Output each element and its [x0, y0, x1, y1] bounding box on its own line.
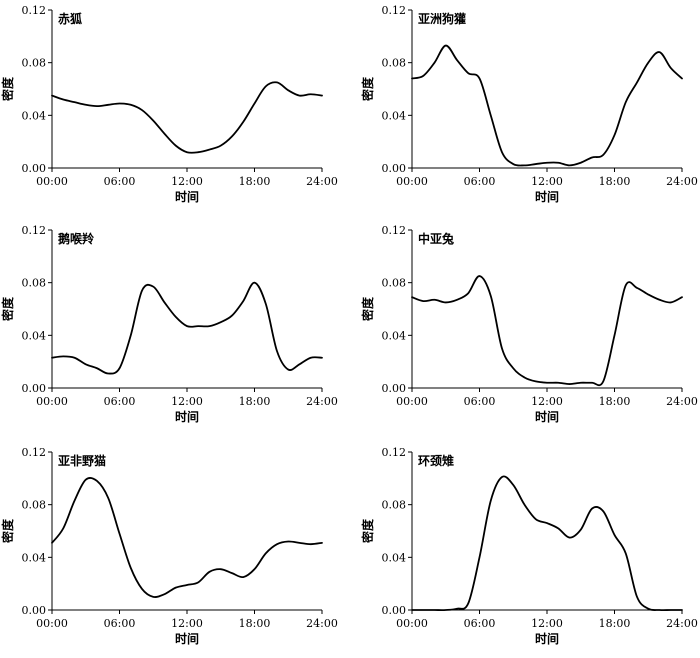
y-tick-label: 0.08	[382, 277, 407, 290]
y-tick-label: 0.12	[22, 446, 47, 459]
y-tick-label: 0.12	[382, 224, 407, 237]
x-axis-title: 时间	[175, 409, 199, 424]
x-tick-label: 06:00	[104, 175, 136, 188]
x-axis-title: 时间	[535, 189, 559, 204]
y-tick-label: 0.00	[382, 382, 407, 395]
x-tick-label: 00:00	[36, 617, 68, 630]
panel-title: 亚非野猫	[58, 453, 106, 468]
y-axis-title: 密度	[0, 518, 15, 543]
y-tick-label: 0.08	[22, 499, 47, 512]
y-tick-label: 0.04	[382, 551, 407, 564]
x-tick-label: 24:00	[306, 395, 338, 408]
chart-panel-2: 0.00 0.04 0.08 0.12 00:00 06:00 12:00 18:00 24:0…	[360, 4, 698, 204]
panel-title: 鹅喉羚	[58, 231, 95, 246]
density-line	[411, 44, 683, 167]
x-tick-label: 00:00	[396, 175, 428, 188]
x-axis-title: 时间	[175, 189, 199, 204]
x-tick-label: 12:00	[531, 175, 563, 188]
x-tick-label: 18:00	[599, 617, 631, 630]
chart-panel-1: 0.00 0.04 0.08 0.12 00:00 06:00 12:00 18:00 24:0…	[0, 4, 338, 204]
x-tick-label: 18:00	[239, 617, 271, 630]
density-line	[51, 81, 323, 154]
y-tick-label: 0.08	[22, 57, 47, 70]
x-tick-label: 12:00	[531, 395, 563, 408]
y-axis-title: 密度	[0, 296, 15, 321]
density-line	[51, 476, 323, 598]
y-tick-label: 0.12	[22, 4, 47, 17]
chart-panel-3: 0.00 0.04 0.08 0.12 00:00 06:00 12:00 18:00 24:0…	[0, 224, 338, 424]
y-tick-label: 0.12	[22, 224, 47, 237]
y-tick-label: 0.04	[382, 329, 407, 342]
y-tick-label: 0.04	[22, 329, 47, 342]
y-tick-label: 0.04	[382, 109, 407, 122]
x-axis-title: 时间	[535, 631, 559, 646]
x-tick-label: 24:00	[666, 395, 698, 408]
panel-title: 环颈雉	[418, 453, 454, 468]
x-tick-label: 18:00	[599, 175, 631, 188]
x-tick-label: 12:00	[171, 175, 203, 188]
x-tick-label: 24:00	[306, 175, 338, 188]
x-tick-label: 00:00	[36, 175, 68, 188]
y-tick-label: 0.00	[382, 162, 407, 175]
x-tick-label: 06:00	[464, 617, 496, 630]
x-tick-label: 12:00	[531, 617, 563, 630]
x-tick-label: 06:00	[104, 395, 136, 408]
x-axis-title: 时间	[535, 409, 559, 424]
y-tick-label: 0.00	[22, 604, 47, 617]
y-axis-title: 密度	[360, 76, 375, 101]
y-tick-label: 0.12	[382, 446, 407, 459]
chart-panel-6: 0.00 0.04 0.08 0.12 00:00 06:00 12:00 18:00 24:0…	[360, 446, 698, 646]
y-tick-label: 0.08	[382, 57, 407, 70]
y-tick-label: 0.00	[22, 382, 47, 395]
x-tick-label: 18:00	[239, 395, 271, 408]
x-tick-label: 00:00	[396, 395, 428, 408]
x-axis-title: 时间	[175, 631, 199, 646]
density-line	[51, 281, 323, 375]
x-tick-label: 00:00	[396, 617, 428, 630]
density-line	[411, 275, 683, 387]
x-tick-label: 00:00	[36, 395, 68, 408]
x-tick-label: 06:00	[464, 175, 496, 188]
x-tick-label: 06:00	[104, 617, 136, 630]
chart-panel-5: 0.00 0.04 0.08 0.12 00:00 06:00 12:00 18:00 24:0…	[0, 446, 338, 646]
chart-panel-4: 0.00 0.04 0.08 0.12 00:00 06:00 12:00 18:00 24:0…	[360, 224, 698, 424]
y-tick-label: 0.04	[22, 109, 47, 122]
y-tick-label: 0.00	[382, 604, 407, 617]
y-tick-label: 0.00	[22, 162, 47, 175]
panel-title: 中亚兔	[418, 231, 454, 246]
x-tick-label: 06:00	[464, 395, 496, 408]
density-line	[411, 475, 683, 611]
x-tick-label: 24:00	[666, 175, 698, 188]
y-tick-label: 0.12	[382, 4, 407, 17]
x-tick-label: 12:00	[171, 395, 203, 408]
panel-title: 亚洲狗獾	[418, 11, 466, 26]
x-tick-label: 24:00	[306, 617, 338, 630]
x-tick-label: 24:00	[666, 617, 698, 630]
y-tick-label: 0.08	[382, 499, 407, 512]
y-axis-title: 密度	[360, 296, 375, 321]
y-axis-title: 密度	[360, 518, 375, 543]
x-tick-label: 18:00	[599, 395, 631, 408]
y-tick-label: 0.04	[22, 551, 47, 564]
x-tick-label: 18:00	[239, 175, 271, 188]
y-axis-title: 密度	[0, 76, 15, 101]
y-tick-label: 0.08	[22, 277, 47, 290]
x-tick-label: 12:00	[171, 617, 203, 630]
panel-title: 赤狐	[58, 11, 82, 26]
